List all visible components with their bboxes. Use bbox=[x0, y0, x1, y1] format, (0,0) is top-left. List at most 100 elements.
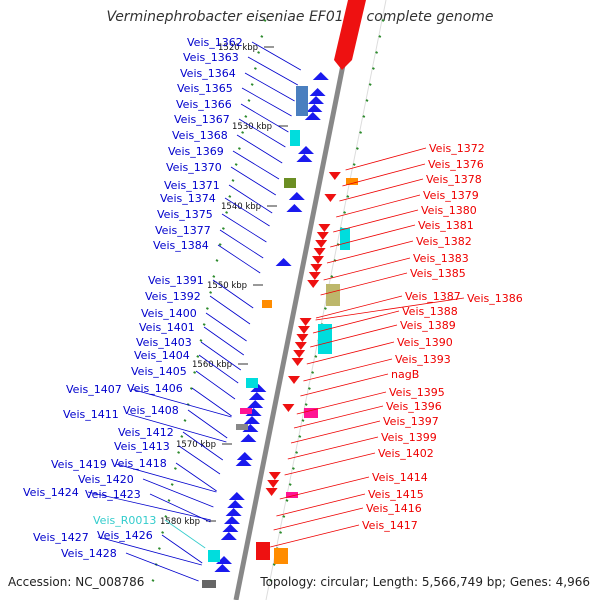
gene-label-right: Veis_1385 bbox=[410, 267, 466, 280]
forward-gene-arrow bbox=[250, 384, 267, 392]
forward-gene-arrow bbox=[235, 458, 252, 466]
tick-mark-right bbox=[304, 403, 308, 406]
reverse-gene-arrow bbox=[267, 480, 280, 488]
label-leader-line bbox=[345, 147, 427, 171]
tick-mark-left bbox=[167, 499, 171, 502]
tick-mark-left bbox=[228, 195, 232, 198]
gene-label-left: Veis_1418 bbox=[111, 457, 167, 470]
tick-mark-right bbox=[311, 371, 315, 374]
reverse-gene-arrow bbox=[307, 280, 320, 288]
reverse-gene-arrow bbox=[282, 404, 295, 412]
gene-label-left: Veis_1364 bbox=[180, 67, 236, 80]
kbp-scale-label: 1570 kbp bbox=[176, 440, 216, 450]
forward-gene-arrow bbox=[309, 88, 326, 96]
tick-mark-right bbox=[288, 483, 292, 486]
tick-mark-left bbox=[212, 275, 216, 278]
gene-label-left: Veis_1367 bbox=[174, 113, 230, 126]
genome-backbone bbox=[233, 0, 359, 600]
gene-label-left: Veis_1363 bbox=[183, 51, 239, 64]
label-leader-line bbox=[326, 240, 414, 264]
feature-box bbox=[340, 228, 350, 250]
gene-label-left: Veis_1403 bbox=[136, 336, 192, 349]
gene-label-left: Veis_1427 bbox=[33, 531, 89, 544]
tick-mark-right bbox=[355, 147, 359, 150]
gene-label-right: Veis_1386 bbox=[467, 292, 523, 305]
label-leader-line bbox=[342, 163, 426, 187]
label-leader-line bbox=[224, 197, 270, 227]
gene-label-left: Veis_1413 bbox=[114, 440, 170, 453]
gene-label-right: Veis_1417 bbox=[362, 519, 418, 532]
tick-mark-right bbox=[371, 67, 375, 70]
label-leader-line bbox=[161, 534, 203, 564]
gene-label-right: Veis_1397 bbox=[383, 415, 439, 428]
label-leader-line bbox=[221, 213, 267, 243]
tick-mark-left bbox=[253, 67, 257, 70]
gene-label-left: Veis_1368 bbox=[172, 129, 228, 142]
tick-mark-right bbox=[279, 531, 283, 534]
forward-gene-arrow bbox=[222, 524, 239, 532]
tick-mark-left bbox=[244, 115, 248, 118]
label-leader-line bbox=[320, 272, 408, 296]
tick-mark-right bbox=[378, 35, 382, 38]
label-leader-line bbox=[115, 463, 217, 493]
map-title: Verminephrobacter eiseniae EF01-2, compl… bbox=[106, 9, 494, 25]
gene-label-right: Veis_1399 bbox=[381, 431, 437, 444]
reverse-gene-arrow bbox=[299, 318, 312, 326]
tick-mark-left bbox=[221, 227, 225, 230]
forward-gene-arrow bbox=[224, 516, 240, 524]
gene-label-left: Veis_1423 bbox=[85, 488, 141, 501]
reverse-gene-arrow bbox=[265, 488, 278, 496]
tick-mark-left bbox=[209, 291, 213, 294]
gene-label-left: Veis_1374 bbox=[160, 192, 216, 205]
gene-label-right: Veis_1380 bbox=[421, 204, 477, 217]
gene-label-left: Veis_1428 bbox=[61, 547, 117, 560]
forward-gene-arrow bbox=[247, 400, 264, 408]
tick-mark-right bbox=[368, 83, 372, 86]
label-leader-line bbox=[87, 491, 211, 521]
gene-label-left: Veis_1400 bbox=[141, 307, 197, 320]
tick-mark-right bbox=[307, 387, 311, 390]
large-gene-block bbox=[334, 0, 366, 70]
tick-mark-left bbox=[173, 467, 177, 470]
feature-box bbox=[246, 378, 258, 388]
label-leader-line bbox=[219, 229, 264, 259]
label-leader-line bbox=[97, 536, 202, 566]
label-leader-line bbox=[205, 312, 247, 342]
forward-gene-arrow bbox=[275, 258, 292, 266]
gene-label-left: Veis_1362 bbox=[187, 36, 243, 49]
feature-box bbox=[346, 178, 358, 185]
tick-mark-left bbox=[196, 355, 200, 358]
label-leader-line bbox=[323, 257, 411, 281]
reverse-gene-arrow bbox=[291, 358, 304, 366]
kbp-scale-label: 1580 kbp bbox=[160, 517, 200, 527]
forward-gene-arrow bbox=[304, 112, 321, 120]
gene-label-left: Veis_R0013 bbox=[93, 514, 156, 527]
feature-box bbox=[262, 300, 272, 308]
tick-mark-right bbox=[346, 195, 350, 198]
label-leader-line bbox=[300, 373, 389, 397]
gene-label-right: Veis_1402 bbox=[378, 447, 434, 460]
label-leader-line bbox=[303, 358, 393, 382]
gene-label-left: Veis_1420 bbox=[78, 473, 134, 486]
forward-gene-arrow bbox=[225, 508, 242, 516]
gene-label-left: Veis_1408 bbox=[123, 404, 179, 417]
forward-gene-arrow bbox=[236, 452, 253, 460]
feature-box bbox=[240, 408, 252, 414]
tick-mark-left bbox=[193, 371, 197, 374]
tick-mark-right bbox=[301, 419, 305, 422]
gene-label-left: Veis_1419 bbox=[51, 458, 107, 471]
forward-gene-arrow bbox=[240, 434, 257, 442]
tick-mark-left bbox=[231, 179, 235, 182]
reverse-gene-arrow bbox=[324, 194, 337, 202]
label-leader-line bbox=[290, 420, 381, 444]
feature-box bbox=[290, 130, 300, 146]
label-leader-line bbox=[244, 72, 295, 102]
kbp-scale-label: 1520 kbp bbox=[218, 43, 258, 53]
gene-label-left: Veis_1365 bbox=[177, 82, 233, 95]
tick-mark-left bbox=[218, 243, 222, 246]
label-leader-line bbox=[236, 134, 283, 164]
tick-mark-right bbox=[375, 51, 379, 54]
gene-label-left: Veis_1412 bbox=[118, 426, 174, 439]
label-leader-line bbox=[142, 478, 214, 508]
